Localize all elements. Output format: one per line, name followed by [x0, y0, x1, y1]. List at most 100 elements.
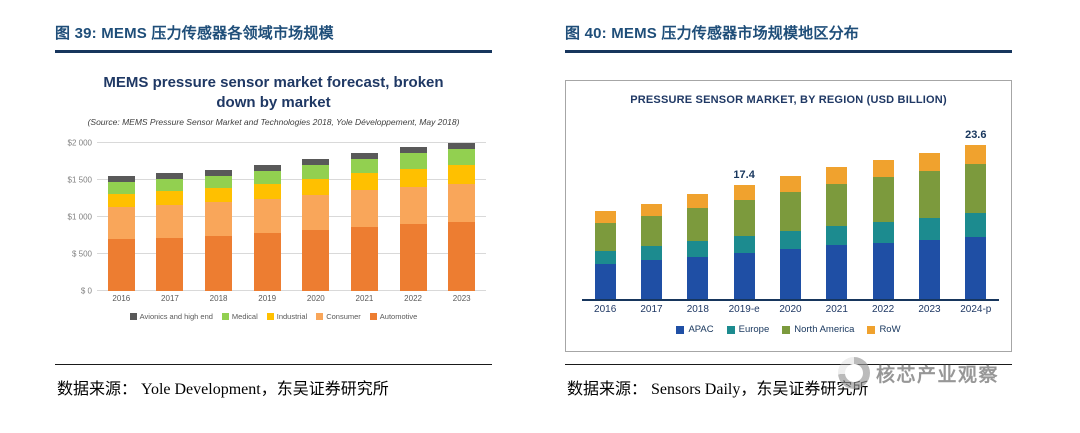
bar-segment-apac [826, 245, 848, 299]
bar-segment-north-america [733, 200, 755, 237]
x-tick-label: 2017 [640, 304, 663, 315]
y-tick-label: $ 500 [71, 249, 92, 259]
chart-39-legend: Avionics and high end Medical Industrial Co… [55, 312, 492, 321]
x-tick-label: 2024-p [960, 304, 992, 315]
bar-segment-automotive [448, 222, 476, 291]
gridline [97, 179, 486, 180]
legend-swatch-icon [266, 313, 274, 320]
y-tick-label: $1 500 [67, 175, 92, 185]
bar-segment-north-america [687, 208, 709, 241]
bar-segment-apac [733, 253, 755, 299]
chart-39-plot-area: 2016 2017 2018 2019 2020 2021 2022 2023 [97, 142, 486, 303]
watermark-logo-icon [838, 357, 870, 389]
bar-segment-industrial [302, 178, 330, 195]
legend-swatch-icon [676, 325, 685, 334]
bar-segment-avionics-and-high-end [448, 142, 476, 150]
bar-2023: 2023 [918, 129, 941, 315]
bar-segment-row [640, 203, 662, 216]
bar-segment-consumer [448, 183, 476, 223]
x-tick-label: 2021 [825, 304, 848, 315]
data-label-2019-e: 17.4 [733, 169, 755, 182]
y-tick-label: $1 000 [67, 212, 92, 222]
legend-item-industrial: Industrial [266, 312, 307, 321]
bar-segment-europe [594, 250, 616, 264]
bar-segment-north-america [594, 222, 616, 251]
bar-segment-industrial [205, 188, 233, 203]
bar-segment-medical [448, 149, 476, 165]
bar-segment-row [594, 210, 616, 223]
x-tick-label: 2019-e [728, 304, 760, 315]
bar-2016: 2016 [107, 143, 135, 303]
bar-segment-europe [965, 213, 987, 237]
legend-item-apac: APAC [676, 324, 714, 335]
bar-segment-north-america [826, 183, 848, 226]
bar-segment-medical [205, 175, 233, 189]
legend-swatch-icon [221, 313, 229, 320]
bar-2019-e: 17.4 2019-e [729, 129, 760, 315]
bar-segment-consumer [156, 205, 184, 238]
bar-segment-row [779, 176, 801, 193]
gridline [97, 216, 486, 217]
bar-2016: 2016 [594, 129, 616, 315]
x-tick-label: 2018 [686, 304, 709, 315]
bar-segment-consumer [302, 194, 330, 231]
x-tick-label: 2016 [594, 304, 617, 315]
bar-segment-north-america [640, 215, 662, 247]
bar-segment-industrial [253, 184, 281, 200]
bar-segment-avionics-and-high-end [399, 146, 427, 154]
bar-segment-consumer [399, 186, 427, 225]
legend-swatch-icon [726, 325, 735, 334]
figure-40-source: 数据来源： Sensors Daily，东吴证券研究所 [567, 381, 869, 398]
bar-segment-apac [918, 240, 940, 299]
figure-40-header: 图 40: MEMS 压力传感器市场规模地区分布 [565, 22, 1012, 53]
bar-2018: 2018 [687, 129, 709, 315]
bar-2020: 2020 [779, 129, 802, 315]
bar-segment-automotive [302, 230, 330, 291]
figure-39-divider [55, 364, 492, 365]
bar-segment-north-america [965, 163, 987, 214]
y-tick-label: $ 0 [80, 286, 92, 296]
bar-segment-north-america [779, 192, 801, 231]
bar-2019: 2019 [253, 143, 281, 303]
x-tick-label: 2018 [209, 294, 228, 303]
bar-segment-apac [594, 263, 616, 299]
legend-item-row: RoW [867, 324, 901, 335]
figure-40-divider [565, 364, 1012, 365]
bar-segment-industrial [448, 164, 476, 184]
x-tick-label: 2017 [161, 294, 179, 303]
bar-segment-row [687, 194, 709, 209]
x-tick-label: 2021 [355, 294, 374, 303]
bar-segment-industrial [107, 194, 135, 208]
bar-segment-consumer [107, 207, 135, 240]
legend-swatch-icon [867, 325, 876, 334]
bar-segment-avionics-and-high-end [253, 165, 281, 172]
bar-segment-avionics-and-high-end [350, 152, 378, 159]
bar-segment-north-america [918, 170, 940, 218]
bar-segment-europe [733, 236, 755, 254]
bar-2023: 2023 [448, 142, 476, 303]
bar-segment-row [918, 152, 940, 171]
bar-2017: 2017 [156, 143, 184, 303]
bar-segment-medical [399, 153, 427, 169]
legend-item-europe: Europe [726, 324, 769, 335]
x-tick-label: 2023 [918, 304, 941, 315]
legend-item-automotive: Automotive [369, 312, 417, 321]
bar-segment-row [826, 166, 848, 184]
bar-segment-europe [640, 246, 662, 261]
chart-40-plot-area: 2016 2017 2018 17.4 2019-e 2020 2021 2022 2023 23… [582, 129, 999, 315]
bar-segment-medical [302, 164, 330, 179]
chart-39-title: MEMS pressure sensor market forecast, br… [103, 74, 444, 111]
bar-segment-automotive [253, 233, 281, 291]
x-tick-label: 2019 [258, 294, 277, 303]
bar-segment-consumer [350, 190, 378, 228]
bar-segment-apac [779, 249, 801, 299]
legend-item-medical: Medical [221, 312, 258, 321]
bar-segment-apac [965, 236, 987, 299]
bar-segment-automotive [107, 239, 135, 291]
bar-segment-europe [872, 221, 894, 243]
legend-swatch-icon [369, 313, 377, 320]
bar-segment-row [733, 185, 755, 201]
x-tick-label: 2020 [779, 304, 802, 315]
watermark: 核芯产业观察 [838, 357, 999, 389]
